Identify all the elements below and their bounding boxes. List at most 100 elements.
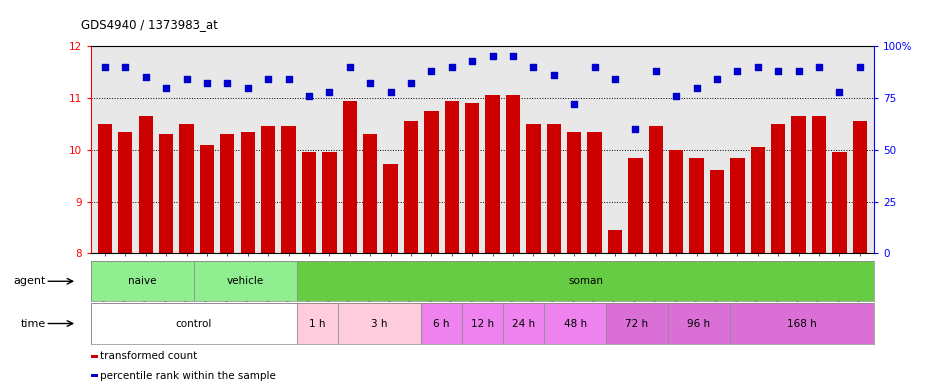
Text: control: control	[176, 318, 212, 329]
Bar	[139, 116, 153, 253]
Text: 72 h: 72 h	[625, 318, 648, 329]
Bar	[404, 121, 418, 253]
Bar	[465, 103, 479, 253]
Bar	[91, 355, 98, 358]
Point	[771, 68, 785, 74]
Bar	[771, 124, 785, 253]
Point	[811, 64, 826, 70]
Bar	[853, 121, 867, 253]
Bar	[709, 170, 724, 253]
Text: 6 h: 6 h	[433, 318, 450, 329]
Point	[159, 84, 174, 91]
Text: vehicle: vehicle	[227, 276, 264, 286]
Point	[587, 64, 602, 70]
Point	[628, 126, 643, 132]
Point	[117, 64, 132, 70]
Text: 3 h: 3 h	[371, 318, 388, 329]
Point	[261, 76, 276, 82]
Point	[424, 68, 438, 74]
Bar	[98, 124, 112, 253]
Point	[750, 64, 765, 70]
Text: 96 h: 96 h	[687, 318, 710, 329]
Bar	[832, 152, 846, 253]
Point	[403, 80, 418, 86]
Text: 48 h: 48 h	[563, 318, 586, 329]
Point	[689, 84, 704, 91]
Point	[363, 80, 377, 86]
Point	[853, 64, 868, 70]
Bar	[567, 132, 581, 253]
Point	[669, 93, 684, 99]
Text: percentile rank within the sample: percentile rank within the sample	[101, 371, 277, 381]
Bar	[297, 303, 338, 344]
Point	[730, 68, 745, 74]
Bar	[342, 101, 357, 253]
Point	[506, 53, 521, 60]
Text: agent: agent	[14, 276, 46, 286]
Point	[383, 89, 398, 95]
Bar	[281, 126, 296, 253]
Text: GDS4940 / 1373983_at: GDS4940 / 1373983_at	[81, 18, 218, 31]
Bar	[606, 303, 668, 344]
Bar	[587, 132, 602, 253]
Point	[791, 68, 806, 74]
Bar	[648, 126, 663, 253]
Bar	[812, 116, 826, 253]
Bar	[503, 303, 544, 344]
Point	[547, 72, 561, 78]
Bar	[240, 132, 255, 253]
Text: 168 h: 168 h	[787, 318, 817, 329]
Bar	[689, 157, 704, 253]
Bar	[91, 261, 193, 301]
Bar	[462, 303, 503, 344]
Point	[486, 53, 500, 60]
Point	[220, 80, 235, 86]
Bar	[302, 152, 316, 253]
Bar	[91, 303, 297, 344]
Text: soman: soman	[568, 276, 603, 286]
Bar	[608, 230, 623, 253]
Bar	[338, 303, 421, 344]
Point	[567, 101, 582, 107]
Bar	[322, 152, 337, 253]
Point	[281, 76, 296, 82]
Text: 24 h: 24 h	[512, 318, 536, 329]
Bar	[669, 150, 684, 253]
Bar	[421, 303, 462, 344]
Bar	[751, 147, 765, 253]
Bar	[730, 157, 745, 253]
Point	[709, 76, 724, 82]
Point	[97, 64, 112, 70]
Text: transformed count: transformed count	[101, 351, 198, 361]
Text: 12 h: 12 h	[471, 318, 494, 329]
Bar	[668, 303, 730, 344]
Bar	[261, 126, 276, 253]
Bar	[445, 101, 459, 253]
Bar	[506, 95, 520, 253]
Bar	[220, 134, 235, 253]
Point	[342, 64, 357, 70]
Bar	[730, 303, 874, 344]
Text: naive: naive	[128, 276, 156, 286]
Bar	[628, 157, 643, 253]
Text: 1 h: 1 h	[309, 318, 326, 329]
Point	[648, 68, 663, 74]
Bar	[526, 124, 540, 253]
Point	[240, 84, 255, 91]
Bar	[297, 261, 874, 301]
Point	[200, 80, 215, 86]
Point	[464, 58, 479, 64]
Bar	[91, 374, 98, 377]
Bar	[179, 124, 193, 253]
Point	[139, 74, 154, 80]
Bar	[363, 134, 377, 253]
Point	[608, 76, 623, 82]
Text: time: time	[21, 318, 46, 329]
Bar	[193, 261, 297, 301]
Bar	[118, 132, 132, 253]
Bar	[544, 303, 606, 344]
Bar	[486, 95, 500, 253]
Bar	[547, 124, 561, 253]
Point	[179, 76, 194, 82]
Bar	[384, 164, 398, 253]
